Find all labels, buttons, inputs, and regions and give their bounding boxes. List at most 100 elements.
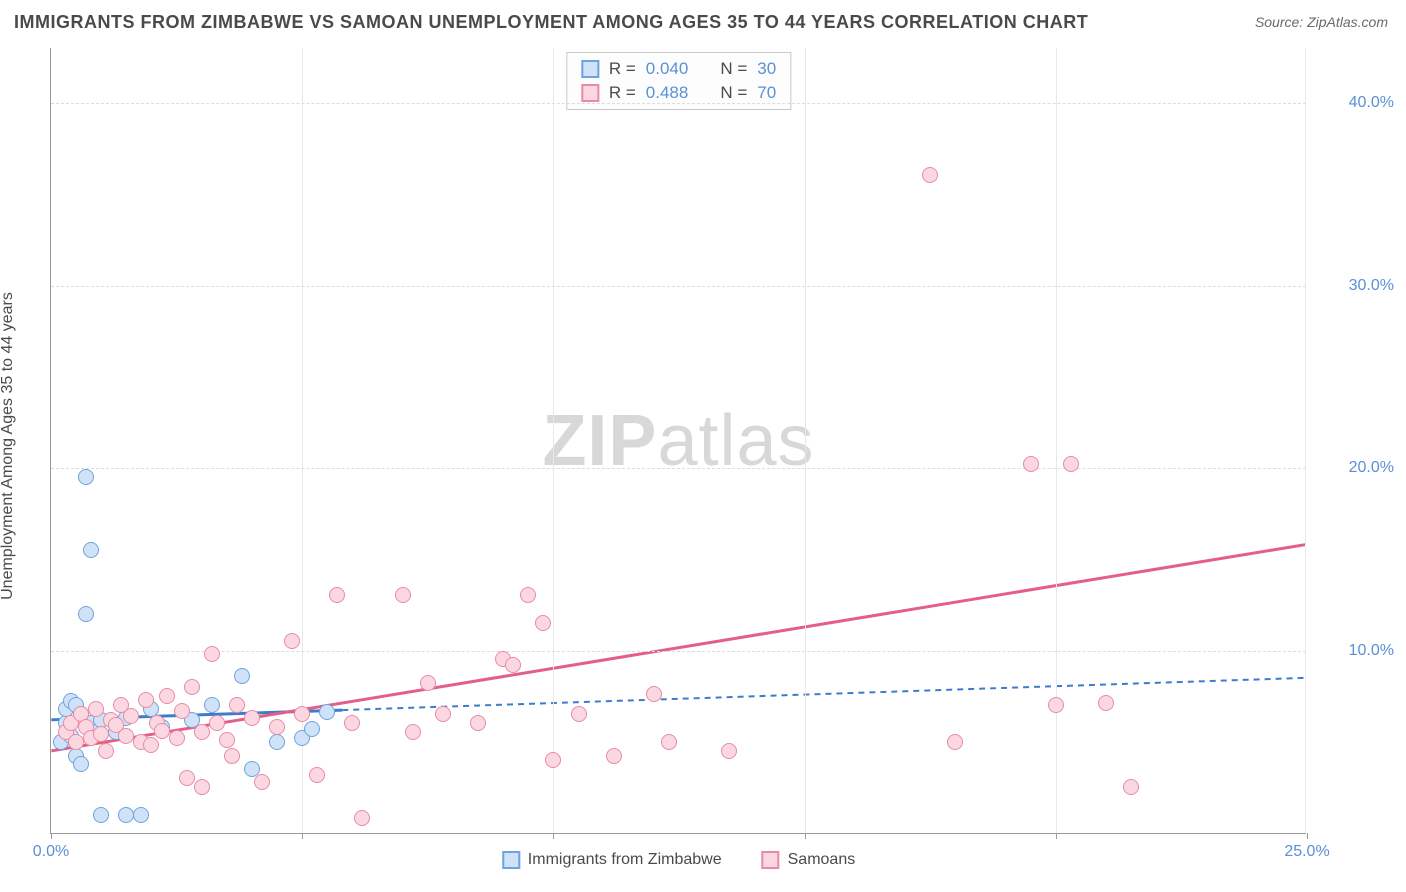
data-point-samoans [154, 723, 170, 739]
data-point-samoans [1063, 456, 1079, 472]
data-point-samoans [179, 770, 195, 786]
n-label: N = [720, 59, 747, 79]
data-point-samoans [646, 686, 662, 702]
legend-series-label: Samoans [788, 851, 856, 869]
data-point-samoans [354, 810, 370, 826]
r-label: R = [609, 59, 636, 79]
legend-series-item-samoans: Samoans [762, 851, 856, 869]
r-value: 0.488 [646, 83, 689, 103]
data-point-samoans [88, 701, 104, 717]
x-tick-mark [302, 833, 303, 839]
data-point-samoans [661, 734, 677, 750]
legend-swatch-icon [762, 851, 780, 869]
gridline-horizontal [51, 286, 1306, 287]
y-tick-label: 20.0% [1349, 459, 1394, 477]
legend-swatch-icon [581, 84, 599, 102]
data-point-samoans [606, 748, 622, 764]
data-point-samoans [435, 706, 451, 722]
trendline-samoans [51, 545, 1305, 751]
data-point-samoans [219, 732, 235, 748]
data-point-samoans [520, 587, 536, 603]
data-point-samoans [309, 767, 325, 783]
data-point-samoans [571, 706, 587, 722]
data-point-zimbabwe [78, 469, 94, 485]
legend-series-label: Immigrants from Zimbabwe [528, 851, 722, 869]
data-point-samoans [169, 730, 185, 746]
data-point-samoans [123, 708, 139, 724]
data-point-zimbabwe [78, 606, 94, 622]
legend-stat-row-samoans: R = 0.488 N = 70 [581, 81, 776, 105]
data-point-zimbabwe [304, 721, 320, 737]
x-tick-mark [553, 833, 554, 839]
gridline-horizontal [51, 103, 1306, 104]
r-value: 0.040 [646, 59, 689, 79]
data-point-samoans [194, 724, 210, 740]
source-attribution: Source: ZipAtlas.com [1255, 14, 1388, 30]
data-point-samoans [138, 692, 154, 708]
data-point-zimbabwe [118, 807, 134, 823]
data-point-zimbabwe [73, 756, 89, 772]
data-point-samoans [1023, 456, 1039, 472]
y-axis-label: Unemployment Among Ages 35 to 44 years [0, 138, 17, 446]
data-point-samoans [93, 726, 109, 742]
x-tick-mark [1307, 833, 1308, 839]
y-tick-label: 30.0% [1349, 277, 1394, 295]
data-point-samoans [244, 710, 260, 726]
data-point-samoans [947, 734, 963, 750]
data-point-samoans [505, 657, 521, 673]
series-legend: Immigrants from Zimbabwe Samoans [502, 851, 855, 869]
data-point-samoans [1098, 695, 1114, 711]
correlation-chart: IMMIGRANTS FROM ZIMBABWE VS SAMOAN UNEMP… [0, 0, 1406, 892]
data-point-samoans [229, 697, 245, 713]
gridline-horizontal [51, 651, 1306, 652]
x-tick-label: 0.0% [33, 843, 69, 861]
x-tick-mark [1056, 833, 1057, 839]
trendline-zimbabwe-dashed [342, 678, 1305, 710]
data-point-samoans [329, 587, 345, 603]
r-label: R = [609, 83, 636, 103]
data-point-samoans [535, 615, 551, 631]
data-point-samoans [470, 715, 486, 731]
x-tick-mark [805, 833, 806, 839]
x-tick-mark [51, 833, 52, 839]
data-point-samoans [184, 679, 200, 695]
data-point-samoans [344, 715, 360, 731]
data-point-zimbabwe [234, 668, 250, 684]
gridline-horizontal [51, 468, 1306, 469]
data-point-samoans [420, 675, 436, 691]
data-point-samoans [204, 646, 220, 662]
data-point-samoans [143, 737, 159, 753]
data-point-samoans [254, 774, 270, 790]
data-point-samoans [721, 743, 737, 759]
data-point-samoans [118, 728, 134, 744]
legend-stat-row-zimbabwe: R = 0.040 N = 30 [581, 57, 776, 81]
data-point-samoans [194, 779, 210, 795]
n-value: 70 [757, 83, 776, 103]
plot-area: ZIPatlas R =0.040N =30R =0.488N =70 Immi… [50, 48, 1306, 834]
data-point-samoans [98, 743, 114, 759]
data-point-samoans [395, 587, 411, 603]
data-point-samoans [545, 752, 561, 768]
n-value: 30 [757, 59, 776, 79]
x-tick-label: 25.0% [1284, 843, 1329, 861]
data-point-samoans [209, 715, 225, 731]
data-point-samoans [1048, 697, 1064, 713]
data-point-samoans [405, 724, 421, 740]
data-point-zimbabwe [133, 807, 149, 823]
data-point-samoans [269, 719, 285, 735]
data-point-samoans [159, 688, 175, 704]
data-point-zimbabwe [93, 807, 109, 823]
data-point-samoans [174, 703, 190, 719]
plot-right-border [1305, 48, 1306, 833]
y-tick-label: 40.0% [1349, 94, 1394, 112]
data-point-samoans [922, 167, 938, 183]
data-point-zimbabwe [83, 542, 99, 558]
n-label: N = [720, 83, 747, 103]
y-tick-label: 10.0% [1349, 642, 1394, 660]
data-point-zimbabwe [269, 734, 285, 750]
correlation-legend: R = 0.040 N = 30 R = 0.488 N = 70 [566, 52, 791, 110]
gridline-vertical [805, 48, 806, 833]
data-point-zimbabwe [319, 704, 335, 720]
data-point-samoans [68, 734, 84, 750]
data-point-zimbabwe [204, 697, 220, 713]
